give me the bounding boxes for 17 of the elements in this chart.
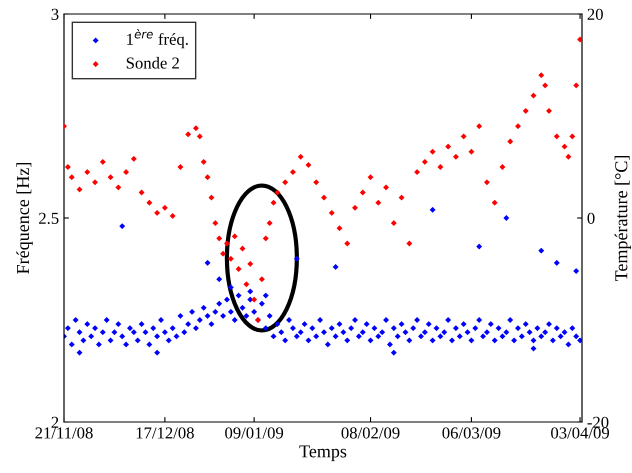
y-tick-label: 3 xyxy=(52,8,58,20)
y2-tick-label: 0 xyxy=(587,212,595,224)
x-tick-label: 03/04/09 xyxy=(551,427,610,439)
legend-label: 1$^{ère}$ fréq. xyxy=(127,29,188,48)
legend-label: Sonde 2 xyxy=(126,56,179,69)
x-tick-label: 09/01/09 xyxy=(225,427,284,439)
x-tick-label: 06/03/09 xyxy=(442,427,500,439)
x-tick-label: 08/02/09 xyxy=(342,427,400,439)
y-axis-title: Fréquence [Hz] xyxy=(16,162,33,274)
y-tick-label: 2 xyxy=(52,416,58,428)
x-tick-label: 17/12/08 xyxy=(136,427,194,439)
y-tick-label: 2.5 xyxy=(39,212,58,224)
x-axis-title: Temps xyxy=(299,445,346,462)
x-tick-label: 21/11/08 xyxy=(35,427,93,439)
y2-axis-title: Température [°C] xyxy=(614,156,632,282)
y2-tick-label: 20 xyxy=(588,8,603,20)
y2-tick-label: -20 xyxy=(587,416,608,428)
